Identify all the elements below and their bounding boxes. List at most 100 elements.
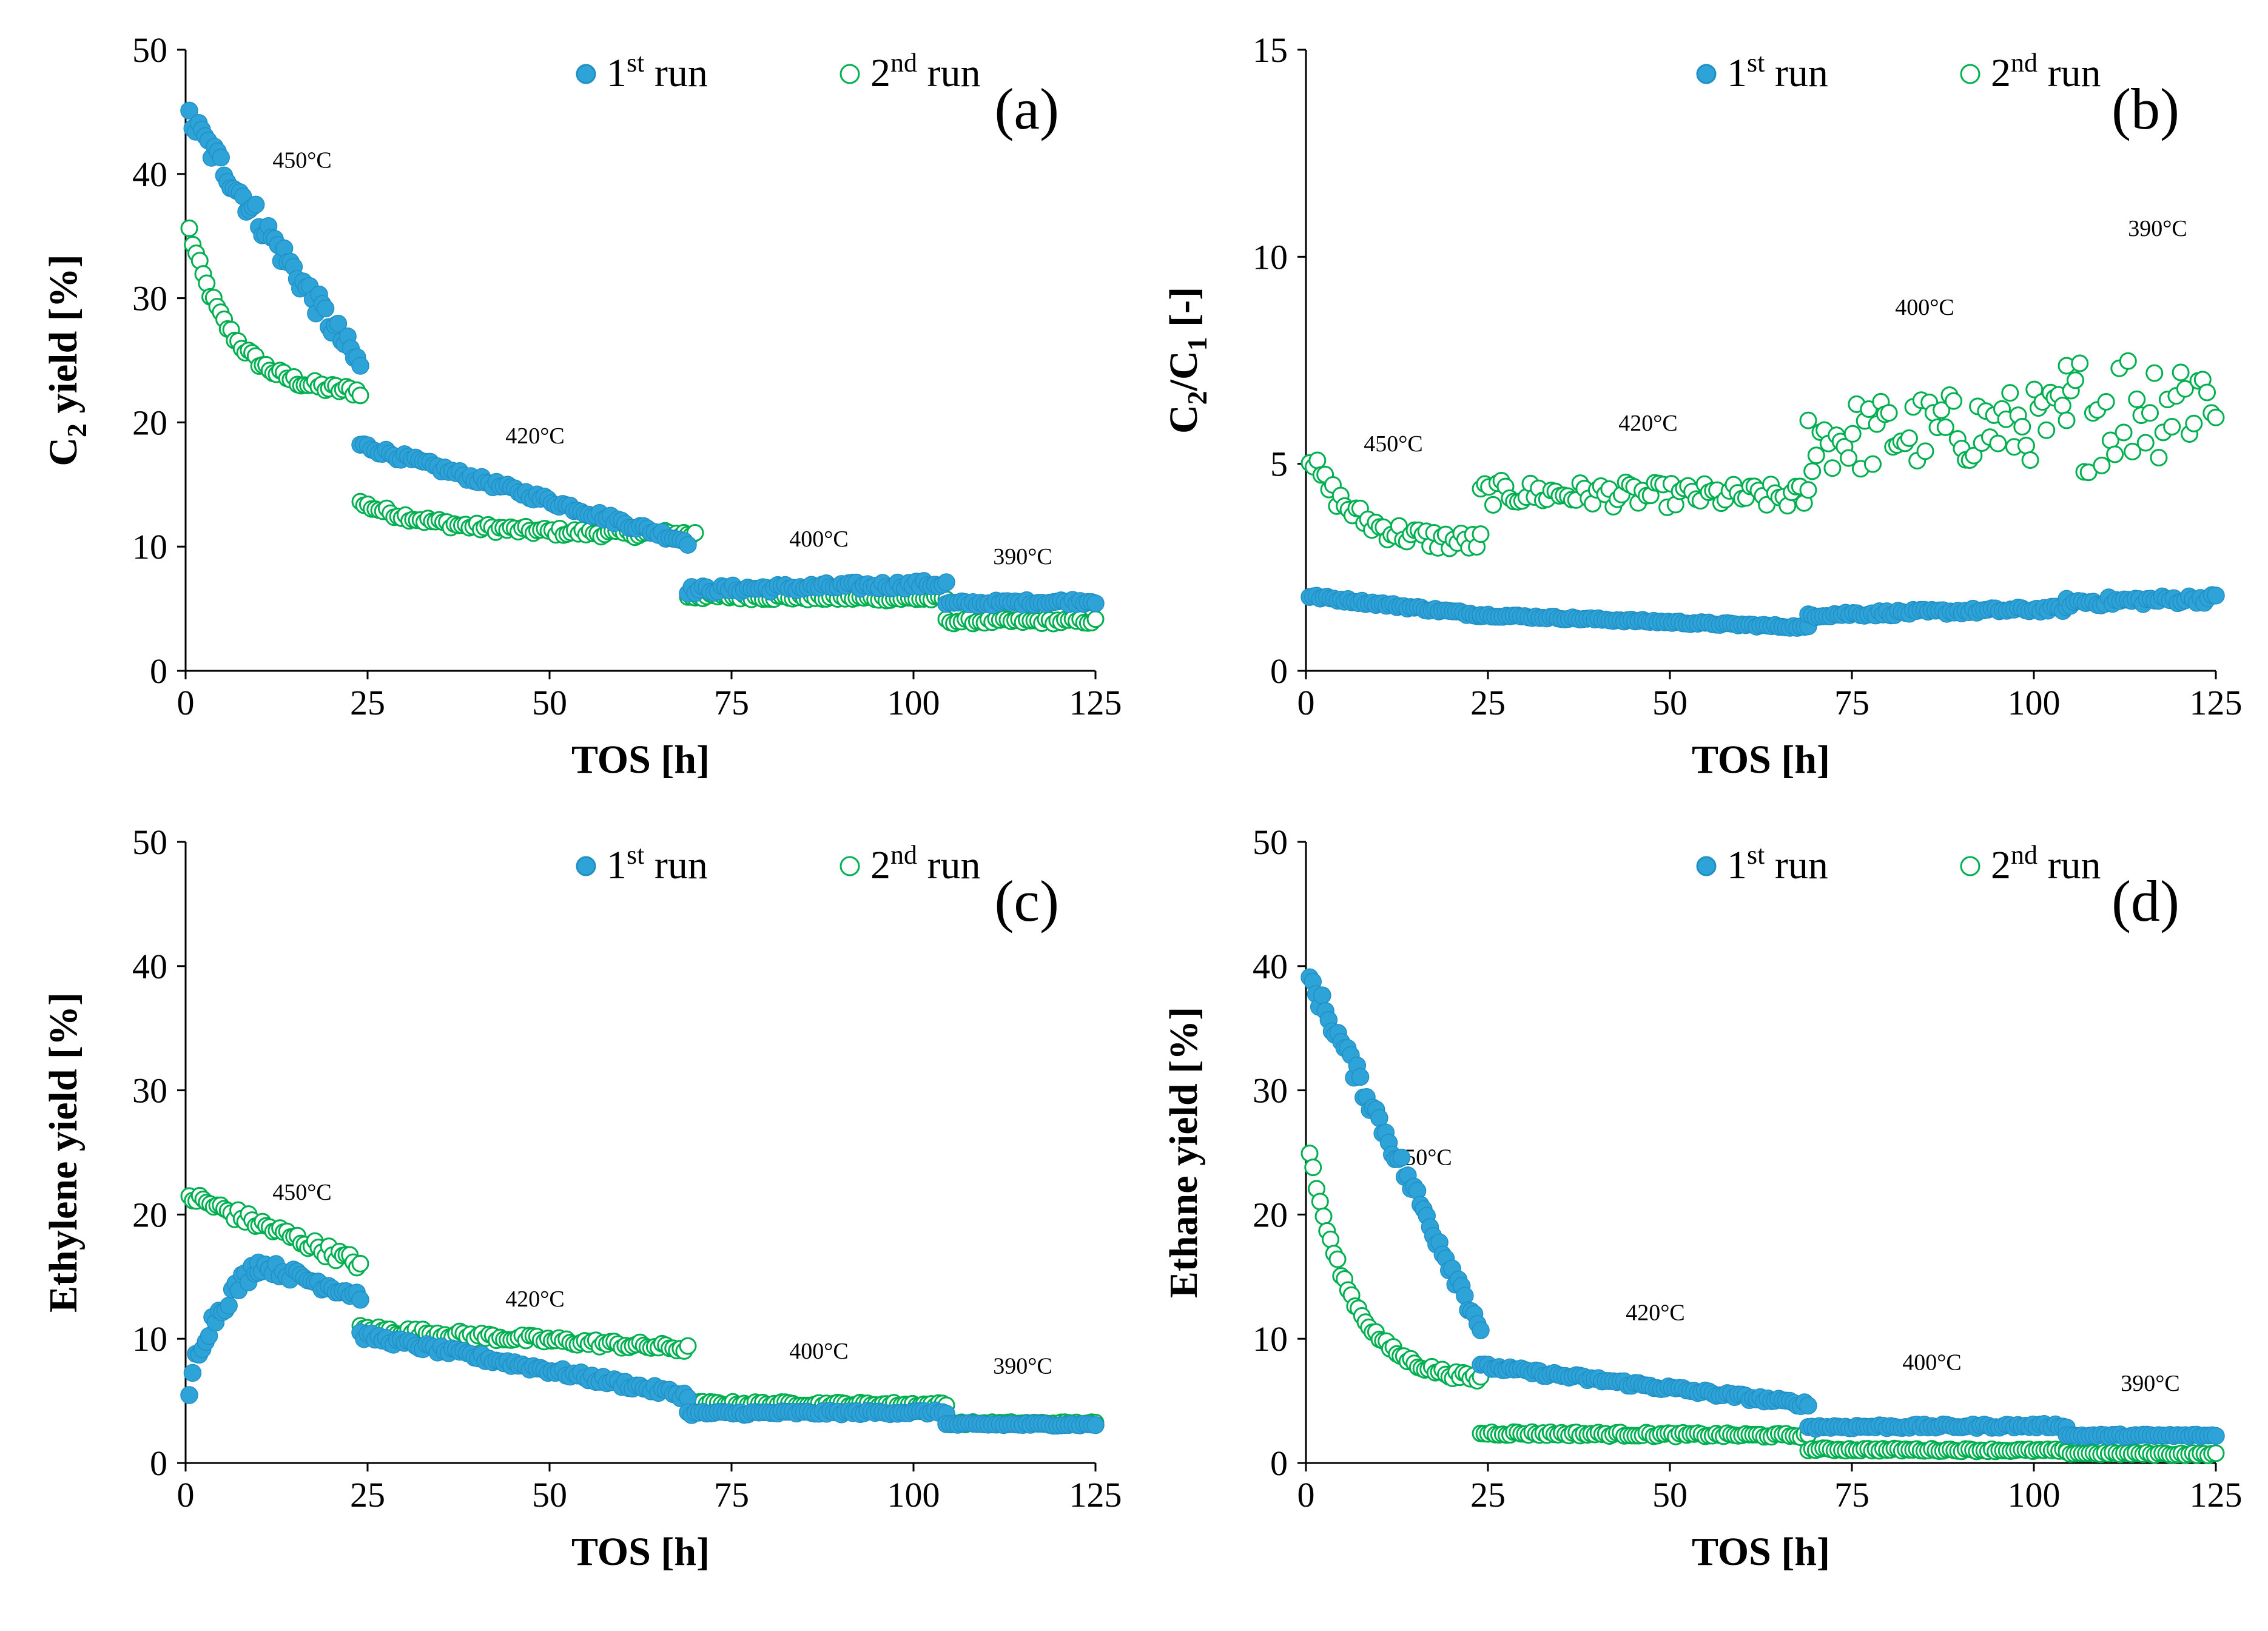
x-tick-label: 50 [532, 683, 567, 722]
temperature-label: 390°C [993, 544, 1052, 570]
run1-point [2207, 587, 2225, 605]
run2-point [1322, 1230, 1340, 1248]
run2-point [1823, 459, 1842, 477]
run2-point [2136, 434, 2155, 452]
y-axis-title: Ethane yield [%] [1162, 1007, 1206, 1298]
x-tick-label: 75 [714, 683, 749, 722]
y-tick-label: 20 [132, 1195, 167, 1234]
run2-legend-marker [1960, 64, 1980, 84]
run2-point [2058, 411, 2076, 429]
x-tick-label: 100 [887, 1475, 940, 1515]
run2-point [1807, 446, 1825, 465]
run1-point [1313, 986, 1331, 1004]
temperature-label: 400°C [789, 1339, 849, 1364]
x-tick-label: 25 [1470, 683, 1506, 722]
run2-point [1936, 418, 1954, 436]
run2-point [1945, 392, 1963, 410]
panel-label: (b) [2112, 76, 2179, 141]
run2-point [2053, 397, 2071, 415]
x-tick-label: 125 [2190, 683, 2243, 722]
x-tick-label: 50 [1652, 683, 1688, 722]
run2-point [2017, 437, 2035, 455]
y-tick-label: 30 [132, 1071, 167, 1111]
temperature-label: 400°C [789, 526, 849, 552]
run1-point [183, 1364, 202, 1382]
run2-legend-label: 2nd run [1991, 48, 2101, 95]
x-tick-label: 75 [1834, 1475, 1869, 1515]
y-axis-title: Ethylene yield [%] [41, 992, 86, 1313]
series-run1 [180, 1253, 1105, 1435]
y-axis-title: C2/C1 [-] [1162, 287, 1213, 434]
temperature-label: 390°C [2121, 1371, 2180, 1396]
y-tick-label: 40 [132, 155, 167, 194]
run2-legend-label: 2nd run [870, 48, 980, 95]
series-run1 [1301, 586, 2225, 637]
run1-point [1351, 1068, 1370, 1086]
x-tick-label: 125 [1069, 683, 1122, 722]
run1-legend-label: 1st run [1727, 48, 1828, 95]
run2-legend-label: 2nd run [1991, 840, 2101, 887]
y-tick-label: 40 [132, 947, 167, 986]
run1-legend-marker [576, 64, 596, 84]
run2-legend-marker [840, 856, 860, 876]
run2-point [2124, 443, 2142, 461]
y-tick-label: 0 [150, 1444, 167, 1483]
run2-legend-label: 2nd run [870, 840, 980, 887]
run1-point [1086, 1416, 1105, 1434]
y-tick-label: 30 [1253, 1071, 1288, 1111]
run2-point [351, 386, 369, 405]
run1-point [212, 148, 230, 167]
run2-point [2119, 352, 2137, 370]
y-tick-label: 0 [1270, 651, 1288, 691]
run2-point [1304, 1159, 1322, 1177]
run2-point [1880, 404, 1898, 422]
run2-point [1308, 451, 1327, 469]
y-tick-label: 20 [1253, 1195, 1288, 1234]
y-tick-label: 10 [1253, 1319, 1288, 1359]
run2-point [2207, 1444, 2225, 1462]
run2-point [2198, 383, 2216, 402]
run2-point [1311, 1192, 1329, 1211]
temperature-label: 390°C [2128, 216, 2187, 241]
panel-label: (a) [994, 76, 1059, 141]
y-tick-label: 50 [132, 822, 167, 862]
run2-point [2066, 371, 2084, 389]
x-tick-label: 100 [887, 683, 940, 722]
y-tick-label: 10 [1253, 237, 1288, 277]
run2-point [2025, 380, 2044, 399]
run2-point [2097, 392, 2115, 411]
run2-point [1799, 411, 1817, 429]
run2-point [2013, 417, 2031, 435]
temperature-label: 420°C [1626, 1300, 1685, 1325]
series-run2 [1301, 352, 2225, 557]
series-run2 [180, 219, 1105, 633]
run2-point [2001, 384, 2019, 402]
panel-label: (c) [994, 869, 1059, 933]
y-tick-label: 30 [132, 279, 167, 318]
run2-point [2037, 421, 2056, 439]
run2-point [2176, 380, 2194, 398]
run2-point [1989, 434, 2007, 452]
y-tick-label: 15 [1253, 30, 1288, 70]
run1-legend-marker [576, 856, 596, 876]
run1-point [1086, 594, 1105, 613]
run2-point [1916, 442, 1934, 460]
x-axis-title: TOS [h] [571, 1530, 710, 1574]
run1-point [679, 536, 697, 554]
run1-point [1472, 1321, 1490, 1339]
run2-point [351, 1254, 369, 1273]
y-tick-label: 40 [1253, 947, 1288, 986]
temperature-label: 400°C [1902, 1350, 1962, 1375]
run1-point [220, 1296, 238, 1315]
temperature-label: 450°C [272, 1180, 332, 1205]
run2-point [1803, 462, 1822, 480]
x-tick-label: 50 [1652, 1475, 1688, 1515]
temperature-label: 420°C [1618, 411, 1678, 436]
series-run1 [180, 101, 1105, 614]
y-tick-label: 10 [132, 1319, 167, 1359]
run1-point [2207, 1427, 2225, 1445]
run1-point [316, 299, 335, 318]
y-axis-title: C2 yield [%] [41, 254, 92, 466]
